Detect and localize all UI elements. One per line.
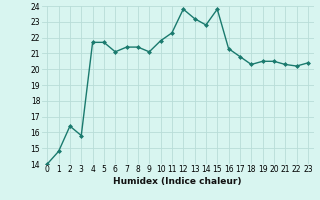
X-axis label: Humidex (Indice chaleur): Humidex (Indice chaleur) — [113, 177, 242, 186]
